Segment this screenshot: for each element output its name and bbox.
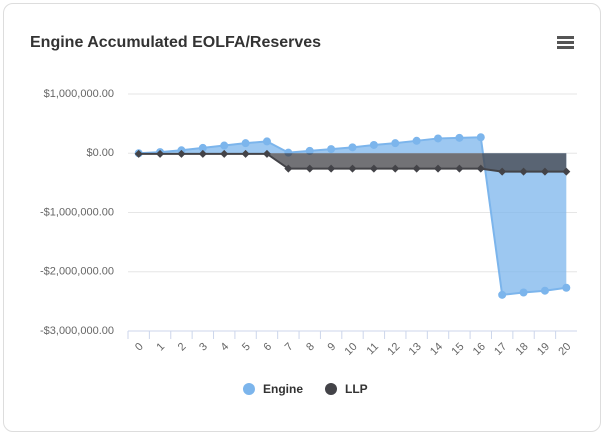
point [177, 149, 186, 158]
legend-symbol [243, 383, 255, 395]
x-tick-label: 19 [535, 341, 552, 358]
x-tick-label: 9 [325, 341, 338, 354]
point [455, 164, 464, 173]
point [412, 164, 421, 173]
point [498, 290, 507, 299]
x-tick-label: 3 [197, 341, 210, 354]
card [3, 3, 601, 432]
point [562, 283, 571, 292]
y-tick-label: $0.00 [86, 147, 114, 159]
legend-label: Engine [263, 382, 303, 396]
menu-bar [557, 41, 574, 44]
menu-button[interactable] [557, 36, 574, 49]
x-tick-label: 7 [283, 341, 296, 354]
x-tick-label: 8 [304, 341, 317, 354]
point [220, 141, 229, 150]
y-tick-label: -$3,000,000.00 [40, 325, 114, 337]
point [540, 167, 549, 176]
point [241, 149, 250, 158]
legend-symbol [325, 383, 337, 395]
point [476, 133, 485, 142]
x-tick-label: 17 [492, 341, 509, 358]
point [476, 164, 485, 173]
point [327, 164, 336, 173]
legend-item[interactable]: LLP [325, 382, 368, 396]
x-tick-label: 12 [385, 341, 402, 358]
point [134, 149, 143, 158]
y-tick-label: -$1,000,000.00 [40, 206, 114, 218]
point [198, 143, 207, 152]
point [241, 139, 250, 148]
y-tick-label: $1,000,000.00 [44, 88, 114, 100]
x-tick-label: 1 [154, 341, 167, 354]
point [540, 286, 549, 295]
x-tick-label: 5 [240, 341, 253, 354]
point [369, 164, 378, 173]
point [455, 133, 464, 142]
x-tick-label: 14 [428, 341, 445, 358]
x-tick-label: 4 [219, 341, 232, 354]
legend-label: LLP [345, 382, 368, 396]
point [327, 145, 336, 154]
point [434, 164, 443, 173]
x-tick-label: 18 [514, 341, 531, 358]
y-tick-label: -$2,000,000.00 [40, 266, 114, 278]
point [305, 146, 314, 155]
x-tick-label: 13 [407, 341, 424, 358]
x-tick-label: 11 [364, 341, 381, 358]
point [391, 164, 400, 173]
point [391, 139, 400, 148]
point [284, 164, 293, 173]
point [220, 149, 229, 158]
menu-bar [557, 46, 574, 49]
legend-item[interactable]: Engine [243, 382, 303, 396]
x-tick-label: 6 [261, 341, 274, 354]
point [262, 137, 271, 146]
menu-bar [557, 36, 574, 39]
point [434, 134, 443, 143]
point [262, 149, 271, 158]
chart-title: Engine Accumulated EOLFA/Reserves [30, 34, 321, 51]
x-tick-label: 2 [176, 341, 189, 354]
point [348, 143, 357, 152]
point [198, 149, 207, 158]
point [519, 288, 528, 297]
point [498, 167, 507, 176]
x-tick-label: 0 [133, 341, 146, 354]
point [156, 149, 165, 158]
x-tick-label: 16 [471, 341, 488, 358]
point [305, 164, 314, 173]
x-tick-label: 15 [449, 341, 466, 358]
point [562, 167, 571, 176]
point [412, 136, 421, 145]
x-tick-label: 10 [343, 341, 360, 358]
point [369, 140, 378, 149]
point [348, 164, 357, 173]
x-tick-label: 20 [556, 341, 573, 358]
point [519, 167, 528, 176]
